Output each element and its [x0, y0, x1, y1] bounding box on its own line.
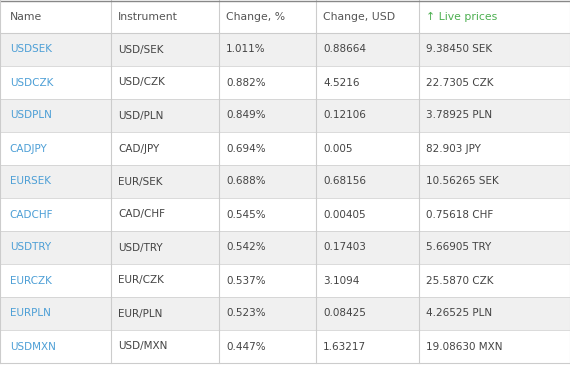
Bar [0, 99, 570, 132]
Text: 3.78925 PLN: 3.78925 PLN [426, 110, 492, 120]
Text: ↑ Live prices: ↑ Live prices [426, 11, 497, 22]
Text: USDCZK: USDCZK [10, 77, 53, 87]
Text: USDPLN: USDPLN [10, 110, 51, 120]
Text: 0.849%: 0.849% [226, 110, 266, 120]
Text: EURSEK: EURSEK [10, 177, 51, 186]
Text: 5.66905 TRY: 5.66905 TRY [426, 243, 491, 252]
Text: Change, %: Change, % [226, 11, 286, 22]
Text: CADJPY: CADJPY [10, 143, 47, 153]
Text: 9.38450 SEK: 9.38450 SEK [426, 44, 492, 55]
Text: EUR/PLN: EUR/PLN [118, 309, 162, 319]
Text: 1.011%: 1.011% [226, 44, 266, 55]
Bar [0, 165, 570, 198]
Text: 0.882%: 0.882% [226, 77, 266, 87]
Text: 0.08425: 0.08425 [323, 309, 366, 319]
Bar [0, 297, 570, 330]
Text: 0.12106: 0.12106 [323, 110, 366, 120]
Text: 0.005: 0.005 [323, 143, 353, 153]
Text: 10.56265 SEK: 10.56265 SEK [426, 177, 499, 186]
Bar [0, 231, 570, 264]
Text: USD/CZK: USD/CZK [118, 77, 165, 87]
Text: 0.545%: 0.545% [226, 210, 266, 219]
Text: Instrument: Instrument [118, 11, 178, 22]
Text: EURCZK: EURCZK [10, 276, 51, 286]
Bar [0, 264, 570, 297]
Text: CAD/CHF: CAD/CHF [118, 210, 165, 219]
Text: USD/SEK: USD/SEK [118, 44, 164, 55]
Text: Name: Name [10, 11, 42, 22]
Text: 0.88664: 0.88664 [323, 44, 366, 55]
Text: 82.903 JPY: 82.903 JPY [426, 143, 481, 153]
Text: 0.68156: 0.68156 [323, 177, 366, 186]
Bar [0, 66, 570, 99]
Text: EUR/SEK: EUR/SEK [118, 177, 162, 186]
Text: USDTRY: USDTRY [10, 243, 51, 252]
Text: Change, USD: Change, USD [323, 11, 396, 22]
Text: 0.542%: 0.542% [226, 243, 266, 252]
Text: CAD/JPY: CAD/JPY [118, 143, 159, 153]
Text: 3.1094: 3.1094 [323, 276, 360, 286]
Text: USD/MXN: USD/MXN [118, 342, 168, 352]
Bar [0, 33, 570, 66]
Text: USDMXN: USDMXN [10, 342, 55, 352]
Text: 0.17403: 0.17403 [323, 243, 366, 252]
Text: 0.447%: 0.447% [226, 342, 266, 352]
Text: EUR/CZK: EUR/CZK [118, 276, 164, 286]
Text: USDSEK: USDSEK [10, 44, 52, 55]
Text: 0.688%: 0.688% [226, 177, 266, 186]
Text: 4.5216: 4.5216 [323, 77, 360, 87]
Text: USD/TRY: USD/TRY [118, 243, 162, 252]
Text: 0.00405: 0.00405 [323, 210, 366, 219]
Bar [0, 198, 570, 231]
Text: 0.523%: 0.523% [226, 309, 266, 319]
Text: 22.7305 CZK: 22.7305 CZK [426, 77, 493, 87]
Bar [0, 132, 570, 165]
Text: EURPLN: EURPLN [10, 309, 51, 319]
Text: 19.08630 MXN: 19.08630 MXN [426, 342, 502, 352]
Text: CADCHF: CADCHF [10, 210, 53, 219]
Text: 0.75618 CHF: 0.75618 CHF [426, 210, 493, 219]
Bar [0, 0, 570, 33]
Text: 0.537%: 0.537% [226, 276, 266, 286]
Text: 4.26525 PLN: 4.26525 PLN [426, 309, 492, 319]
Text: 25.5870 CZK: 25.5870 CZK [426, 276, 493, 286]
Text: USD/PLN: USD/PLN [118, 110, 164, 120]
Text: 1.63217: 1.63217 [323, 342, 367, 352]
Text: 0.694%: 0.694% [226, 143, 266, 153]
Bar [0, 330, 570, 363]
